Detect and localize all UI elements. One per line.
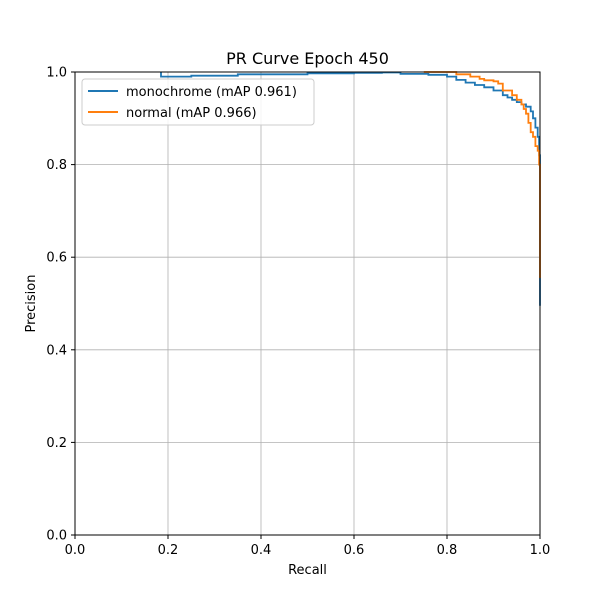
grid-lines [74, 71, 541, 536]
series-lines [160, 71, 541, 306]
x-tick-label: 0.4 [251, 543, 272, 558]
y-tick-label: 1.0 [46, 66, 67, 81]
series-line-normal [423, 71, 541, 278]
y-tick-label: 0.4 [46, 343, 67, 358]
series-line-monochrome [160, 71, 541, 306]
y-tick-label: 0.6 [46, 251, 67, 266]
y-tick-label: 0.2 [46, 436, 67, 451]
x-tick-label: 0.2 [158, 543, 179, 558]
y-axis-ticks: 0.0 0.2 0.4 0.6 0.8 1.0 [46, 66, 75, 544]
legend-label-monochrome: monochrome (mAP 0.961) [126, 85, 297, 100]
x-tick-label: 0.8 [437, 543, 458, 558]
chart-title: PR Curve Epoch 450 [226, 49, 389, 68]
y-tick-label: 0.0 [46, 529, 67, 544]
x-tick-label: 0.6 [344, 543, 365, 558]
y-tick-label: 0.8 [46, 158, 67, 173]
legend: monochrome (mAP 0.961) normal (mAP 0.966… [81, 78, 315, 126]
x-tick-label: 1.0 [530, 543, 551, 558]
y-axis-label: Precision [24, 274, 39, 332]
x-axis-ticks: 0.0 0.2 0.4 0.6 0.8 1.0 [65, 535, 551, 558]
plot-frame [74, 71, 541, 536]
legend-label-normal: normal (mAP 0.966) [126, 106, 257, 121]
x-axis-label: Recall [288, 563, 327, 578]
x-tick-label: 0.0 [65, 543, 86, 558]
legend-box [81, 78, 315, 126]
